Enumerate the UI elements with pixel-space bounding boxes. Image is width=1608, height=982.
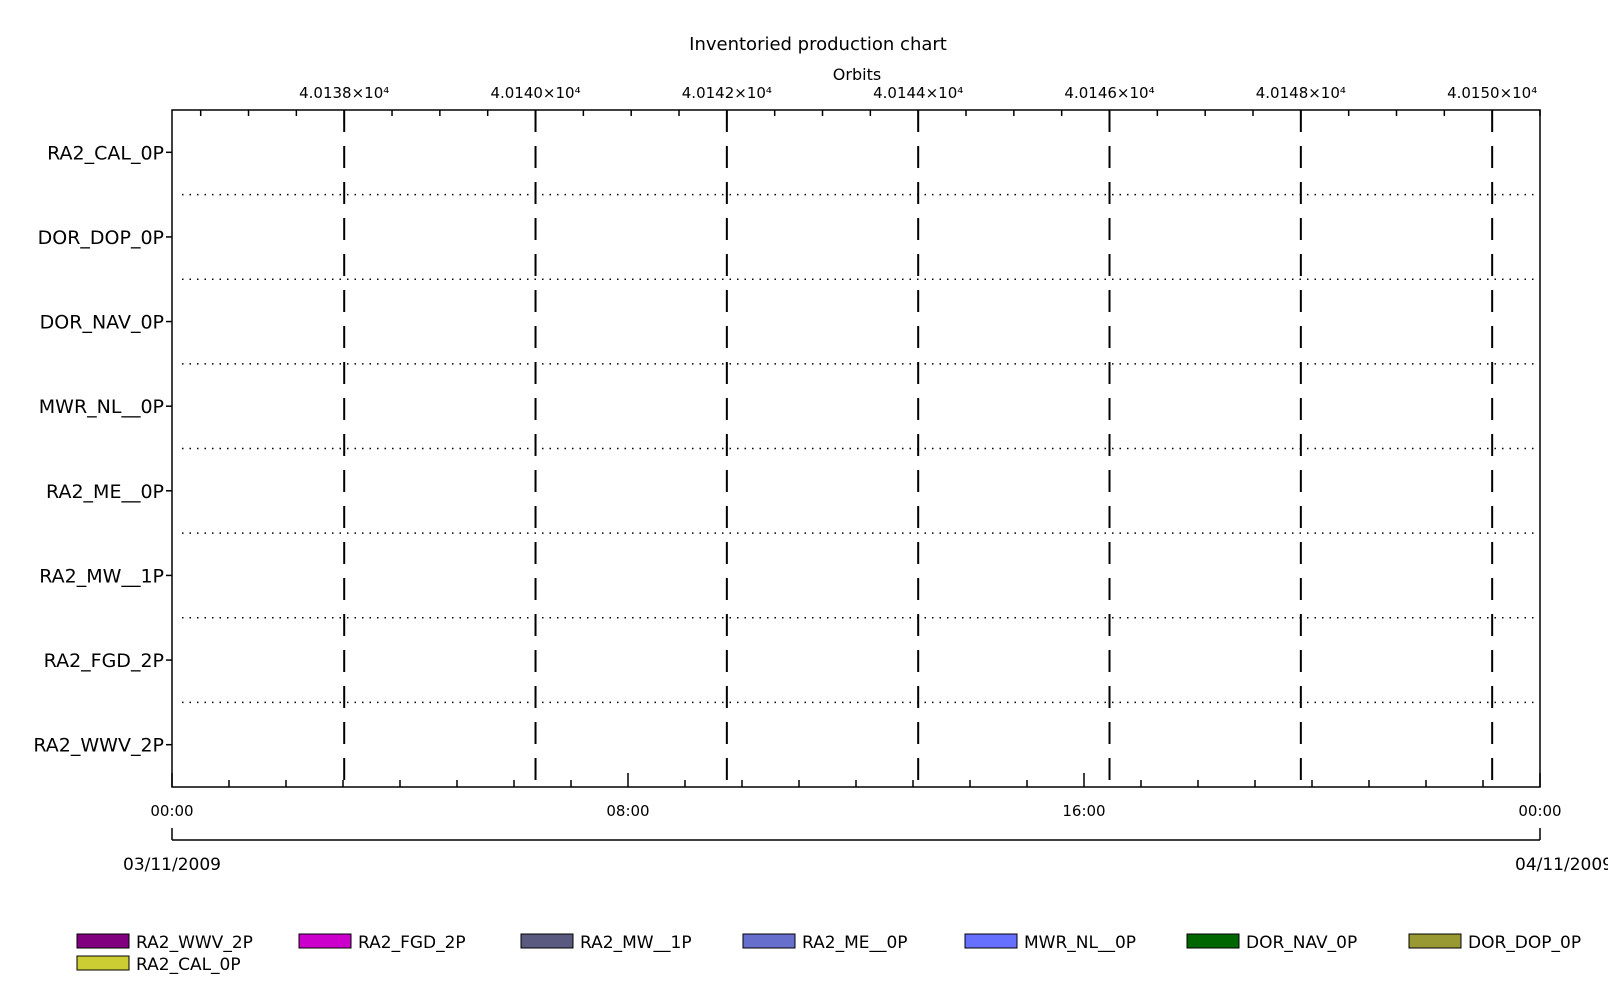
orbit-tick-label: 4.0138×10⁴ — [299, 84, 389, 102]
horizontal-grid — [182, 193, 1540, 704]
legend-swatch — [76, 933, 130, 949]
orbit-tick-label: 4.0150×10⁴ — [1447, 84, 1537, 102]
time-tick-label: 08:00 — [606, 802, 649, 820]
legend-swatch — [964, 933, 1018, 949]
legend-label: RA2_FGD_2P — [358, 933, 466, 953]
legend-swatch — [1408, 933, 1462, 949]
orbit-tick-label: 4.0146×10⁴ — [1064, 84, 1154, 102]
legend-swatch — [742, 933, 796, 949]
legend-label: MWR_NL__0P — [1024, 933, 1136, 953]
start-date-label: 03/11/2009 — [123, 855, 221, 875]
top-axis-ticks: 4.0138×10⁴ 4.0140×10⁴ 4.0142×10⁴ 4.0144×10⁴… — [199, 84, 1541, 122]
orbit-tick-label: 4.0140×10⁴ — [490, 84, 580, 102]
orbit-tick-label: 4.0144×10⁴ — [873, 84, 963, 102]
row-label: RA2_CAL_0P — [47, 142, 164, 164]
row-labels: RA2_CAL_0P DOR_DOP_0P DOR_NAV_0P MWR_NL__0P… — [33, 142, 172, 757]
legend-label: RA2_ME__0P — [802, 933, 908, 953]
row-label: DOR_DOP_0P — [38, 227, 164, 249]
top-axis-label: Orbits — [833, 65, 881, 84]
legend-label: DOR_DOP_0P — [1468, 933, 1581, 953]
chart-title: Inventoried production chart — [689, 34, 947, 55]
end-date-label: 04/11/2009 — [1515, 855, 1608, 875]
row-label: MWR_NL__0P — [39, 396, 164, 418]
legend-swatch — [520, 933, 574, 949]
legend-swatch — [76, 955, 130, 971]
row-label: RA2_WWV_2P — [33, 735, 164, 757]
legend-swatch — [1186, 933, 1240, 949]
row-label: RA2_MW__1P — [39, 565, 164, 587]
time-tick-label: 16:00 — [1062, 802, 1105, 820]
legend: RA2_WWV_2P RA2_FGD_2P RA2_MW__1P RA2_ME__0P… — [76, 933, 1581, 975]
row-label: RA2_FGD_2P — [44, 650, 164, 672]
row-label: RA2_ME__0P — [46, 481, 164, 503]
time-tick-label: 00:00 — [1518, 802, 1561, 820]
orbit-tick-label: 4.0148×10⁴ — [1256, 84, 1346, 102]
legend-swatch — [298, 933, 352, 949]
vertical-grid — [343, 110, 1494, 787]
legend-label: RA2_WWV_2P — [136, 933, 253, 953]
legend-label: RA2_CAL_0P — [136, 955, 241, 975]
orbit-tick-label: 4.0142×10⁴ — [682, 84, 772, 102]
legend-label: RA2_MW__1P — [580, 933, 692, 953]
row-label: DOR_NAV_0P — [40, 312, 164, 334]
legend-label: DOR_NAV_0P — [1246, 933, 1357, 953]
time-tick-label: 00:00 — [150, 802, 193, 820]
bottom-axis-ticks: 00:00 08:00 16:00 00:00 — [150, 773, 1562, 820]
date-axis: 03/11/2009 04/11/2009 — [123, 828, 1608, 875]
